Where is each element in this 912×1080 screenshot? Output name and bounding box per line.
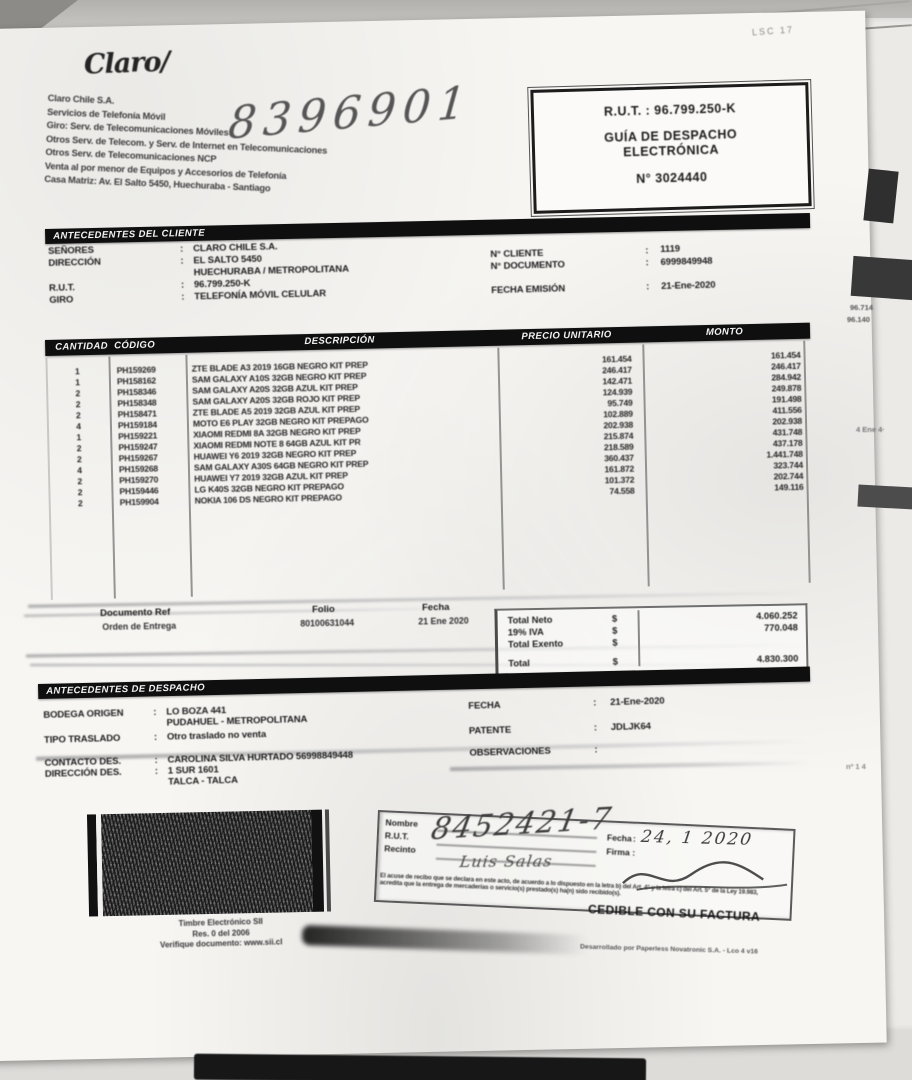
field-label-nombre: Nombre (385, 817, 419, 829)
background-fragment-bar (857, 484, 912, 510)
colon: : (593, 722, 598, 734)
field-label-fecha-emision: FECHA EMISIÓN (491, 283, 566, 297)
currency-symbol: $ (612, 625, 618, 636)
field-label-n-cliente: N° CLIENTE (490, 247, 544, 261)
handwritten-name: Luis Salas (458, 851, 554, 872)
dispatch-date: 21-Ene-2020 (610, 695, 665, 709)
destination-address-2: TALCA - TALCA (167, 774, 239, 788)
field-label-n-documento: N° DOCUMENTO (490, 259, 565, 273)
colon: : (154, 765, 159, 777)
currency-symbol: $ (612, 637, 618, 648)
header-monto: MONTO (705, 326, 744, 339)
background-fragment-text: 96.140 (847, 315, 870, 324)
doc-ref-folio: 80100631044 (300, 617, 355, 629)
folio-col-header: Folio (311, 603, 335, 616)
colon: : (153, 731, 158, 743)
colon: : (179, 243, 184, 255)
origin-warehouse-2: PUDAHUEL - METROPOLITANA (166, 713, 308, 729)
destination-contact: CAROLINA SILVA HURTADO 56998849448 (167, 749, 354, 766)
document-number: N° 3024440 (636, 169, 708, 186)
currency-symbol: $ (611, 613, 618, 624)
colon: : (632, 833, 637, 844)
document-type-title: GUÍA DE DESPACHO ELECTRÓNICA (535, 125, 808, 163)
photo-bottom-edge (193, 1053, 647, 1080)
total-value (624, 639, 806, 642)
rut-box: R.U.T. : 96.799.250-K GUÍA DE DESPACHO E… (527, 78, 815, 218)
background-fragment-text: 96.714 (850, 303, 873, 312)
colon: : (181, 291, 185, 303)
client-address-1: EL SALTO 5450 (193, 253, 262, 267)
colon: : (646, 281, 650, 293)
reception-box: Nombre R.U.T. Recinto 8452421-7 Luis Sal… (373, 801, 796, 921)
field-label-giro: GIRO (49, 294, 74, 306)
total-label: 19% IVA (507, 626, 544, 638)
scan-streak (30, 664, 800, 666)
total-label: Total (508, 658, 530, 669)
total-label: Total Exento (507, 638, 564, 650)
header-precio-unitario: PRECIO UNITARIO (521, 329, 612, 343)
field-label-tipo-traslado: TIPO TRASLADO (43, 732, 121, 746)
client-number: 1119 (660, 243, 681, 255)
field-label-direccion-des: DIRECCIÓN DES. (44, 766, 122, 780)
total-label: Total Neto (507, 614, 553, 626)
barcode-body (100, 809, 314, 917)
colon: : (594, 744, 598, 756)
field-label-fecha-recibe: Fecha (606, 832, 633, 844)
client-name: CLARO CHILE S.A. (192, 241, 278, 255)
fecha-col-header: Fecha (421, 601, 450, 614)
rut-box-rut: R.U.T. : 96.799.250-K (603, 101, 737, 119)
field-label-rut: R.U.T. (48, 282, 75, 294)
colon: : (645, 257, 649, 269)
item-code: PH159904 (119, 495, 159, 507)
field-label-fecha: FECHA (468, 699, 501, 712)
item-amount: 149.116 (774, 481, 804, 492)
colon: : (645, 245, 649, 257)
background-fragment-text: 4 Ene 4· (856, 425, 885, 434)
background-fragment-bar (863, 168, 899, 224)
header-cantidad: CANTIDAD (55, 340, 109, 353)
item-unit-price: 74.558 (609, 485, 635, 496)
field-label-observaciones: OBSERVACIONES (469, 745, 551, 759)
client-rut: 96.799.250-K (193, 277, 251, 291)
colon: : (180, 279, 185, 291)
vehicle-plate: JDLJK64 (610, 720, 651, 734)
field-label-senores: SEÑORES (47, 244, 95, 257)
client-address-2: HUECHURABA / METROPOLITANA (193, 263, 349, 279)
background-fragment-text: nº 1 4 (846, 762, 866, 771)
totals-rows: Total Neto $ 4.060.252 19% IVA $ 770.048… (497, 609, 806, 669)
items-table-body: 1 PH159269 ZTE BLADE A3 2019 16GB NEGRO … (46, 349, 814, 509)
field-label-patente: PATENTE (468, 724, 512, 737)
currency-symbol: $ (612, 656, 619, 667)
handwritten-signature (622, 861, 788, 891)
document-ref-number: 6999849948 (660, 255, 713, 268)
doc-ref-date: 21 Ene 2020 (418, 615, 469, 627)
item-quantity: 2 (77, 497, 83, 508)
issue-date: 21-Ene-2020 (661, 279, 716, 292)
colon: : (153, 706, 157, 718)
field-label-bodega-origen: BODEGA ORIGEN (43, 707, 124, 721)
colon: : (154, 754, 158, 766)
colon: : (180, 255, 184, 267)
handwritten-date: 24, 1 2020 (639, 826, 755, 851)
field-label-direccion: DIRECCIÓN (48, 256, 101, 269)
items-table: CANTIDAD CÓDIGO DESCRIPCIÓN PRECIO UNITA… (45, 322, 816, 608)
barcode-stop-bar (310, 809, 325, 912)
header-codigo: CÓDIGO (114, 339, 156, 352)
doc-ref-type: Orden de Entrega (102, 620, 177, 632)
doc-ref-col-header: Documento Ref (100, 606, 171, 619)
field-label-rut-recibe: R.U.T. (384, 830, 409, 842)
field-label-recinto: Recinto (384, 843, 416, 855)
total-value: 4.830.300 (756, 653, 799, 665)
client-giro: TELEFONÍA MÓVIL CELULAR (194, 288, 327, 303)
colon: : (593, 697, 597, 709)
doc-ref-table: Documento Ref Folio Fecha Orden de Entre… (100, 601, 481, 648)
background-fragment-bar (850, 255, 912, 301)
claro-logo: Claro/ (83, 46, 170, 81)
sii-pdf417-barcode (86, 809, 332, 917)
transfer-type: Otro traslado no venta (166, 729, 267, 743)
